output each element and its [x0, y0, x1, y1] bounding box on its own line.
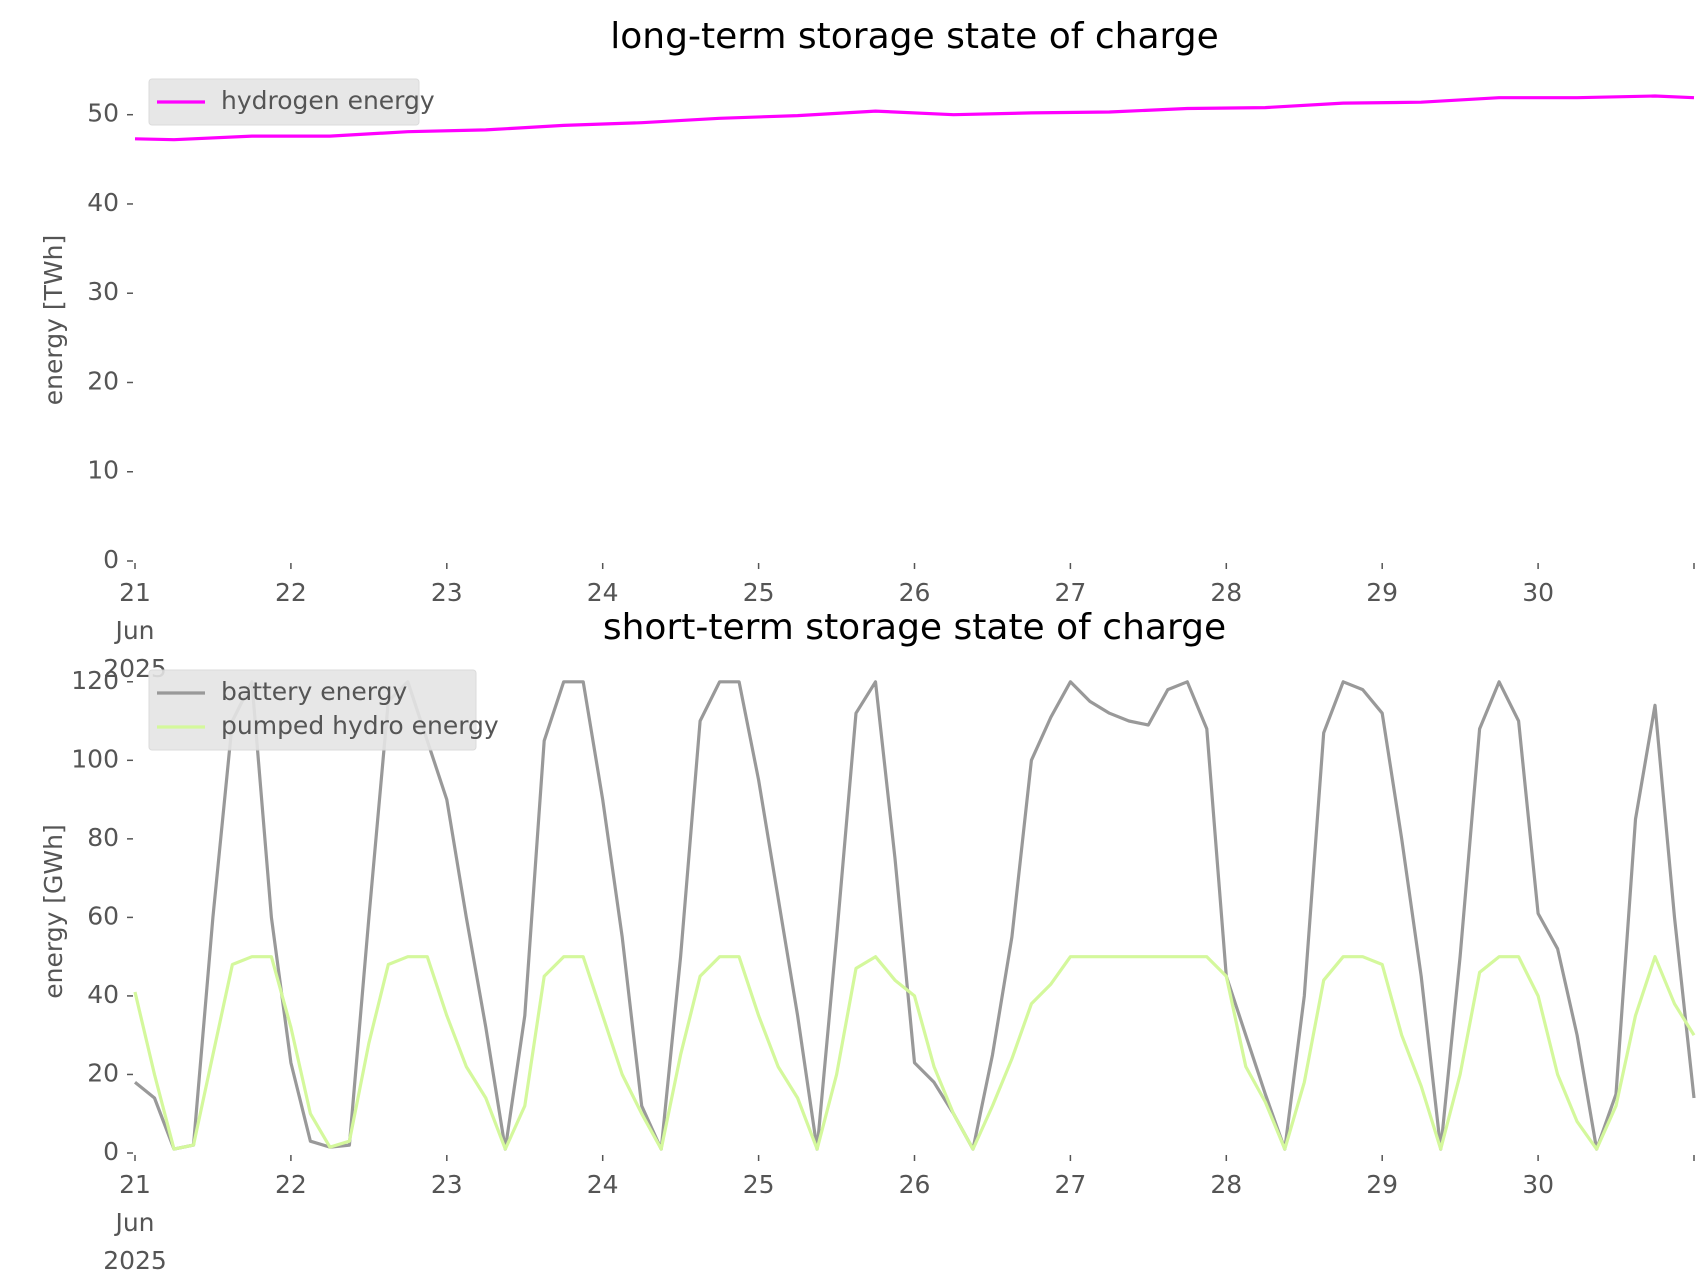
legend-label: hydrogen energy	[221, 86, 435, 115]
y-tick-label: 100	[71, 744, 119, 773]
y-tick-label: 0	[103, 545, 119, 574]
series-line	[133, 955, 1696, 1151]
y-axis-label: energy [TWh]	[39, 235, 68, 405]
x-tick-label: 30	[1522, 1170, 1554, 1199]
series-line	[134, 94, 1695, 142]
x-tick-label: 21 Jun 2025	[103, 578, 167, 683]
x-tick-label: 24	[587, 578, 619, 607]
x-tick-label: 29	[1366, 578, 1398, 607]
y-tick-label: 60	[87, 901, 119, 930]
y-tick-label: 20	[87, 1058, 119, 1087]
y-tick-label: 50	[87, 99, 119, 128]
y-tick-label: 10	[87, 456, 119, 485]
chart-title: long-term storage state of charge	[610, 16, 1218, 57]
y-tick-label: 20	[87, 366, 119, 395]
x-tick-label: 28	[1210, 1170, 1242, 1199]
y-tick-label: 0	[103, 1137, 119, 1166]
legend-label: battery energy	[221, 677, 408, 706]
y-tick-label: 80	[87, 823, 119, 852]
y-tick-label: 40	[87, 188, 119, 217]
y-tick-label: 40	[87, 980, 119, 1009]
legend-label: pumped hydro energy	[221, 711, 499, 740]
x-tick-label: 21 Jun 2025	[103, 1170, 167, 1275]
x-tick-label: 25	[743, 578, 775, 607]
legend-box	[148, 78, 420, 126]
x-tick-label: 28	[1210, 578, 1242, 607]
x-tick-label: 27	[1054, 578, 1086, 607]
x-tick-label: 23	[431, 1170, 463, 1199]
x-tick-label: 29	[1366, 1170, 1398, 1199]
x-tick-label: 27	[1054, 1170, 1086, 1199]
legend-box	[148, 669, 477, 751]
x-tick-label: 22	[275, 1170, 307, 1199]
y-tick-label: 30	[87, 277, 119, 306]
chart-title: short-term storage state of charge	[603, 607, 1226, 648]
x-tick-label: 25	[743, 1170, 775, 1199]
y-axis-label: energy [GWh]	[39, 824, 68, 999]
x-tick-label: 22	[275, 578, 307, 607]
x-tick-label: 26	[899, 578, 931, 607]
y-tick-label: 120	[71, 666, 119, 695]
x-tick-label: 24	[587, 1170, 619, 1199]
x-tick-label: 23	[431, 578, 463, 607]
x-tick-label: 30	[1522, 578, 1554, 607]
x-tick-label: 26	[899, 1170, 931, 1199]
